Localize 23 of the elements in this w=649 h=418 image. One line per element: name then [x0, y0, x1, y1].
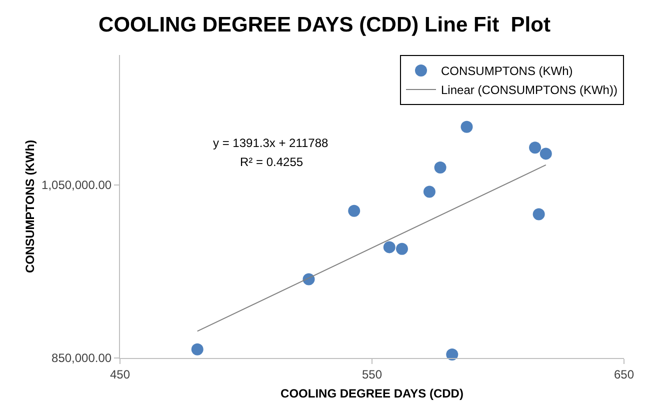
legend-label: CONSUMPTONS (KWh): [441, 64, 573, 78]
point: [460, 120, 473, 133]
point: [348, 204, 360, 217]
point: [434, 162, 446, 174]
point: [529, 142, 542, 154]
point: [532, 208, 545, 220]
x-axis-title: COOLING DEGREE DAYS (CDD): [280, 386, 464, 400]
y-tick-label: 1,050,000.00: [42, 178, 112, 192]
legend-label: Linear (CONSUMPTONS (KWh)): [441, 83, 618, 98]
point: [446, 348, 458, 361]
x-tick-label: 550: [362, 367, 382, 382]
point: [191, 343, 204, 356]
annotation: R² = 0.4255: [240, 155, 304, 169]
annotation: y = 1391.3x + 211788: [213, 136, 329, 150]
point: [396, 242, 408, 255]
x-tick-label: 450: [110, 367, 130, 382]
x-tick-label: 650: [614, 367, 634, 382]
point: [540, 148, 552, 160]
chart-title: COOLING DEGREE DAYS (CDD) Line Fit Plot: [98, 13, 550, 36]
point: [383, 241, 396, 254]
point: [423, 186, 436, 198]
y-axis-title: CONSUMPTONS (KWh): [22, 140, 37, 274]
y-tick-label: 850,000.00: [52, 351, 112, 366]
